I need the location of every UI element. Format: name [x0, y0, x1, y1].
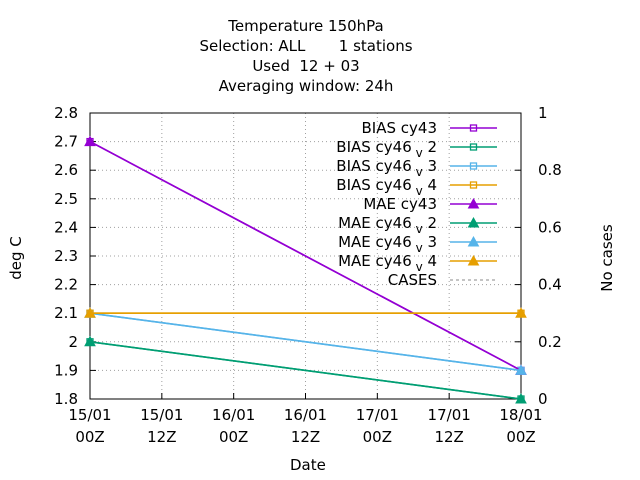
data-point — [515, 307, 527, 318]
legend-marker — [469, 143, 478, 151]
series-line — [89, 140, 522, 372]
y-tick-label: 2.3 — [54, 247, 78, 265]
x-tick-label: 18/01 00Z — [499, 406, 542, 446]
y-tick-label: 2.1 — [54, 304, 78, 322]
legend-marker — [467, 254, 480, 266]
y2-tick-label: 0.8 — [538, 161, 562, 179]
legend-marker — [467, 216, 480, 228]
legend-label: MAE cy43 — [363, 195, 437, 213]
y2-tick-label: 0.2 — [538, 333, 562, 351]
y-tick-label: 2.2 — [54, 276, 78, 294]
data-point — [84, 335, 96, 347]
legend-label: CASES — [388, 271, 437, 289]
x-tick-label: 16/01 00Z — [212, 406, 255, 446]
x-axis-label: Date — [290, 456, 326, 474]
y-tick-label: 2.7 — [54, 133, 78, 151]
legend-marker — [467, 235, 480, 247]
y-tick-label: 2 — [68, 333, 78, 351]
y2-tick-label: 1 — [538, 104, 548, 122]
y-tick-label: 1.8 — [54, 390, 78, 408]
legend-marker — [469, 124, 478, 132]
series-line — [89, 312, 522, 372]
x-tick-label: 15/01 12Z — [140, 406, 183, 446]
legend-marker — [469, 181, 478, 189]
data-point — [84, 307, 96, 318]
data-point — [515, 364, 527, 375]
title-line-3: Used 12 + 03 — [252, 57, 360, 75]
y2-tick-label: 0 — [538, 390, 548, 408]
title-line-4: Averaging window: 24h — [218, 77, 394, 95]
y-tick-label: 2.6 — [54, 161, 78, 179]
legend-marker — [467, 197, 480, 209]
y-tick-label: 2.5 — [54, 190, 78, 208]
legend-marker — [469, 162, 478, 170]
y-tick-label: 2.4 — [54, 218, 78, 236]
y-tick-label: 1.9 — [54, 361, 78, 379]
x-tick-label: 15/01 00Z — [68, 406, 111, 446]
x-tick-label: 16/01 12Z — [284, 406, 327, 446]
y2-tick-label: 0.6 — [538, 218, 562, 236]
title-line-1: Temperature 150hPa — [228, 17, 384, 35]
series-line — [89, 341, 522, 400]
legend-label: BIAS cy43 — [362, 119, 437, 137]
y-tick-label: 2.8 — [54, 104, 78, 122]
y2-tick-label: 0.4 — [538, 276, 562, 294]
data-point — [515, 392, 527, 404]
title-line-2: Selection: ALL 1 stations — [199, 37, 413, 55]
x-tick-label: 17/01 00Z — [356, 406, 399, 446]
data-point — [84, 135, 96, 147]
x-tick-label: 17/01 12Z — [428, 406, 471, 446]
